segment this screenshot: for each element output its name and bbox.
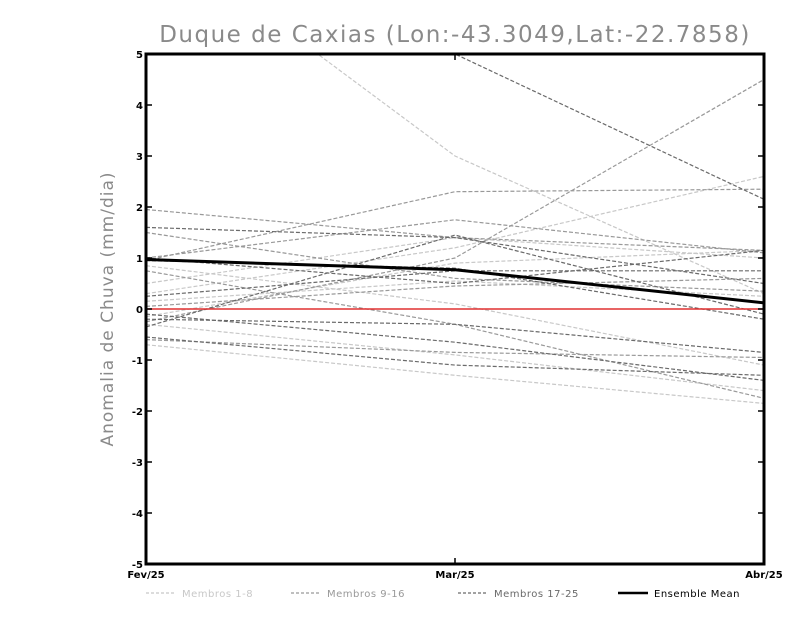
member-line-3-6 bbox=[146, 249, 764, 285]
member-line-1-8 bbox=[146, 249, 764, 318]
y-tick-label: 1 bbox=[136, 254, 143, 265]
y-tick-label: 3 bbox=[136, 152, 143, 163]
member-line-2-3 bbox=[146, 78, 764, 323]
member-line-3-1 bbox=[146, 226, 764, 285]
member-lines bbox=[146, 54, 764, 404]
chart-title: Duque de Caxias (Lon:-43.3049,Lat:-22.78… bbox=[159, 22, 751, 48]
member-line-1-6 bbox=[146, 323, 764, 392]
y-tick-label: 4 bbox=[136, 101, 143, 112]
y-tick-label: 2 bbox=[136, 203, 143, 214]
member-line-1-2 bbox=[146, 175, 764, 295]
member-line-2-2 bbox=[146, 188, 764, 262]
member-line-3-7 bbox=[146, 313, 764, 381]
member-line-3-5 bbox=[146, 318, 764, 353]
legend: Membros 1-8 Membros 9-16 Membros 17-25 Ense… bbox=[146, 589, 740, 600]
y-tick-label: 0 bbox=[136, 305, 143, 316]
y-tick-label: 5 bbox=[136, 50, 143, 61]
member-line-2-1 bbox=[146, 208, 764, 251]
y-tick-label: -2 bbox=[132, 407, 143, 418]
member-line-2-7 bbox=[146, 231, 764, 292]
member-line-2-5 bbox=[146, 277, 764, 307]
legend-label: Ensemble Mean bbox=[654, 589, 740, 600]
member-line-1-3 bbox=[146, 344, 764, 404]
y-tick-label: -3 bbox=[132, 458, 143, 469]
member-line-3-3 bbox=[146, 336, 764, 376]
member-line-1-7 bbox=[146, 280, 764, 302]
x-tick-label: Mar/25 bbox=[435, 570, 474, 581]
member-line-2-6 bbox=[146, 339, 764, 359]
x-axis-ticks: Fev/25 Mar/25 Abr/25 bbox=[127, 54, 783, 581]
ensemble-mean-line bbox=[146, 258, 764, 305]
member-line-2-8 bbox=[146, 270, 764, 399]
y-tick-label: -5 bbox=[132, 560, 143, 571]
y-tick-label: -1 bbox=[132, 356, 143, 367]
y-axis-ticks: -5 -4 -3 -2 -1 0 1 2 3 4 5 bbox=[132, 50, 764, 571]
legend-label: Membros 1-8 bbox=[182, 589, 253, 600]
member-line-3-2 bbox=[146, 234, 764, 328]
member-line-1-1 bbox=[316, 54, 764, 295]
member-line-2-4 bbox=[146, 219, 764, 259]
member-line-3-4 bbox=[146, 270, 764, 297]
y-tick-label: -4 bbox=[132, 509, 143, 520]
legend-label: Membros 9-16 bbox=[327, 589, 405, 600]
x-tick-label: Fev/25 bbox=[127, 570, 164, 581]
ensemble-mean-group bbox=[146, 258, 764, 305]
legend-label: Membros 17-25 bbox=[494, 589, 579, 600]
x-tick-label: Abr/25 bbox=[745, 570, 782, 581]
member-line-1-4 bbox=[146, 265, 764, 366]
y-axis-label: Anomalia de Chuva (mm/dia) bbox=[98, 171, 118, 446]
